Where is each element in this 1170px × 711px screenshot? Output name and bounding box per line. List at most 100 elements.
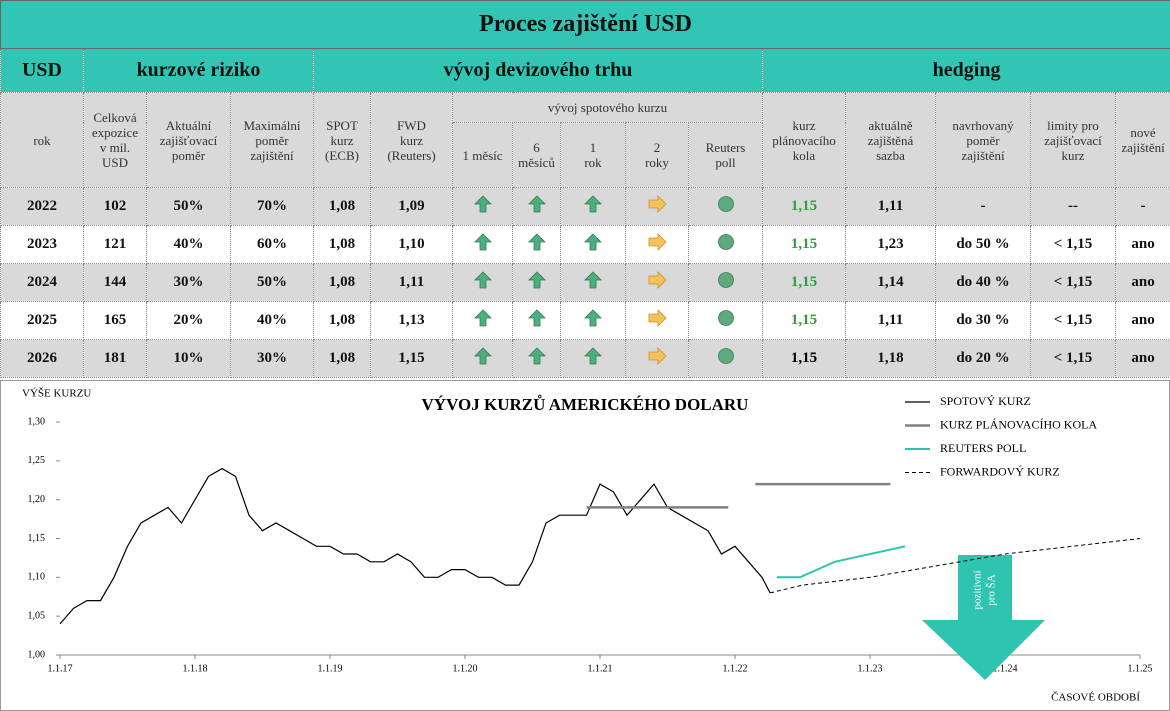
column-group-header: vývoj spotového kurzu (452, 92, 763, 123)
table-cell: 60% (230, 225, 314, 264)
y-tick-label: 1,15 (28, 533, 46, 544)
status-dot-icon (717, 310, 734, 326)
table-cell: 1,08 (313, 263, 371, 302)
x-tick-label: 1.1.17 (48, 663, 73, 674)
column-header: Maximální poměr zajištění (230, 92, 314, 188)
icon-cell (625, 339, 689, 378)
table-cell: do 50 % (935, 225, 1031, 264)
up-arrow-icon (584, 271, 602, 289)
table-cell: 1,10 (370, 225, 453, 264)
table-cell: 2023 (0, 225, 84, 264)
up-arrow-icon (584, 309, 602, 327)
icon-cell (452, 339, 513, 378)
table-cell: 1,15 (370, 339, 453, 378)
table-cell: 1,09 (370, 187, 453, 226)
table-cell: 2025 (0, 301, 84, 340)
icon-cell (452, 225, 513, 264)
table-cell: 2022 (0, 187, 84, 226)
icon-cell (688, 301, 763, 340)
up-arrow-icon (527, 195, 546, 213)
chart: VÝVOJ KURZŮ AMERICKÉHO DOLARU VÝŠE KURZU… (0, 380, 1170, 711)
icon-cell (512, 187, 561, 226)
group-header: USD (0, 48, 84, 93)
annotation-arrow (922, 555, 1045, 680)
table-cell: 1,23 (845, 225, 936, 264)
table-cell: < 1,15 (1030, 339, 1116, 378)
icon-cell (560, 263, 626, 302)
status-dot-icon (717, 348, 734, 364)
column-header: FWD kurz (Reuters) (370, 92, 453, 188)
table-row: 2023 121 40% 60% 1,08 1,10 1,15 1,23 do 50 % < 1,… (0, 225, 1170, 264)
icon-cell (625, 301, 689, 340)
icon-cell (688, 339, 763, 378)
right-arrow-icon (648, 195, 667, 213)
x-axis-label: ČASOVÉ OBDOBÍ (1051, 692, 1140, 704)
up-arrow-icon (473, 309, 492, 327)
table-cell: 165 (83, 301, 147, 340)
x-tick-label: 1.1.18 (183, 663, 208, 674)
group-header: hedging (761, 48, 1170, 93)
table-cell: 50% (230, 263, 314, 302)
legend-label: SPOTOVÝ KURZ (940, 394, 1031, 408)
table-cell: 30% (146, 263, 231, 302)
right-arrow-icon (648, 233, 667, 251)
column-header: SPOT kurz (ECB) (313, 92, 371, 188)
icon-cell (560, 301, 626, 340)
icon-cell (688, 263, 763, 302)
table-cell: 2024 (0, 263, 84, 302)
table-cell: ano (1114, 301, 1170, 340)
series-line (59, 467, 771, 625)
status-dot-icon (717, 272, 734, 288)
up-arrow-icon (473, 195, 492, 213)
column-header: rok (0, 92, 84, 188)
icon-cell (625, 187, 689, 226)
up-arrow-icon (527, 271, 546, 289)
table-cell: 30% (230, 339, 314, 378)
table-cell: 1,15 (762, 225, 846, 264)
x-tick-label: 1.1.25 (1128, 663, 1153, 674)
table-cell: 102 (83, 187, 147, 226)
right-arrow-icon (648, 271, 667, 289)
table-cell: 40% (146, 225, 231, 264)
column-header: 2 roky (625, 122, 689, 188)
icon-cell (625, 225, 689, 264)
column-header: kurz plánovacího kola (762, 92, 846, 188)
column-header: nové zajištění (1114, 92, 1170, 188)
series-line (776, 545, 906, 579)
table-cell: 40% (230, 301, 314, 340)
y-tick-label: 1,00 (28, 649, 46, 660)
x-tick-label: 1.1.22 (723, 663, 748, 674)
y-tick-label: 1,20 (28, 494, 46, 505)
table-cell: 1,15 (762, 263, 846, 302)
status-dot-icon (717, 196, 734, 212)
table-title: Proces zajištění USD (0, 0, 1170, 49)
y-axis-label: VÝŠE KURZU (22, 388, 91, 400)
column-header: navrhovaný poměr zajištění (935, 92, 1031, 188)
up-arrow-icon (473, 271, 492, 289)
icon-cell (512, 339, 561, 378)
table-cell: ano (1114, 339, 1170, 378)
table-cell: 20% (146, 301, 231, 340)
column-header: 1 měsíc (452, 122, 513, 188)
table-cell: 1,08 (313, 187, 371, 226)
table-row: 2025 165 20% 40% 1,08 1,13 1,15 1,11 do 30 % < 1,… (0, 301, 1170, 340)
x-tick-label: 1.1.19 (318, 663, 343, 674)
table-cell: 2026 (0, 339, 84, 378)
icon-cell (688, 225, 763, 264)
y-tick-label: 1,25 (28, 455, 46, 466)
up-arrow-icon (584, 233, 602, 251)
table-cell: ano (1114, 225, 1170, 264)
table-cell: 1,15 (762, 187, 846, 226)
icon-cell (512, 225, 561, 264)
up-arrow-icon (473, 347, 492, 365)
column-header: Reuters poll (688, 122, 763, 188)
up-arrow-icon (527, 309, 546, 327)
table-cell: 181 (83, 339, 147, 378)
table-cell: do 20 % (935, 339, 1031, 378)
table-cell: < 1,15 (1030, 225, 1116, 264)
icon-cell (625, 263, 689, 302)
column-header: limity pro zajišťovací kurz (1030, 92, 1116, 188)
icon-cell (452, 301, 513, 340)
table-cell: 144 (83, 263, 147, 302)
up-arrow-icon (584, 347, 602, 365)
